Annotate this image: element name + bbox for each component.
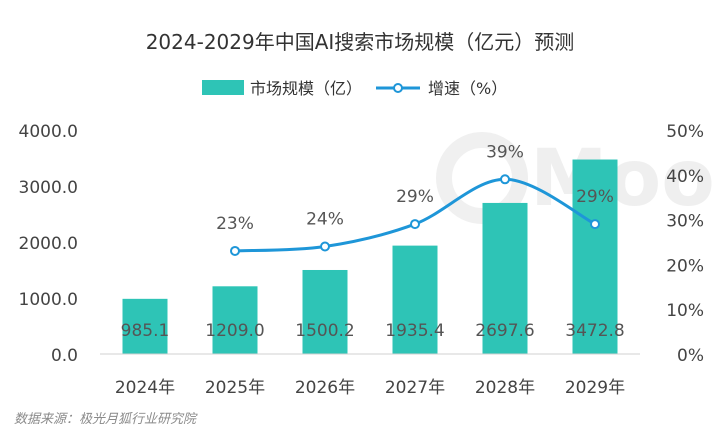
bar xyxy=(302,269,348,354)
growth-point xyxy=(230,245,240,256)
legend-marker-line xyxy=(393,83,403,93)
bar xyxy=(122,298,168,354)
bar-value-label: 1935.4 xyxy=(385,321,444,341)
bar xyxy=(482,202,528,354)
y-tick-label: 4000.0 xyxy=(19,122,78,142)
y-tick-label: 3000.0 xyxy=(19,178,78,198)
legend-label-bar: 市场规模（亿） xyxy=(250,79,362,98)
chart-title: 2024-2029年中国AI搜索市场规模（亿元）预测 xyxy=(146,30,575,54)
y2-tick-label: 20% xyxy=(666,256,704,276)
growth-label: 24% xyxy=(306,209,344,229)
x-tick-label: 2028年 xyxy=(475,378,535,398)
growth-label: 39% xyxy=(486,142,524,162)
watermark-text: Moo xyxy=(530,134,715,224)
bar xyxy=(572,159,618,354)
y-tick-label: 1000.0 xyxy=(19,290,78,310)
x-tick-label: 2029年 xyxy=(565,378,625,398)
bar xyxy=(212,286,258,354)
bar-value-label: 2697.6 xyxy=(475,321,534,341)
x-tick-label: 2027年 xyxy=(385,378,445,398)
y2-tick-label: 30% xyxy=(666,212,704,232)
y2-tick-label: 50% xyxy=(666,122,704,142)
growth-point xyxy=(320,241,330,252)
y2-tick-label: 40% xyxy=(666,167,704,187)
growth-label: 29% xyxy=(396,187,434,207)
bar-value-label: 3472.8 xyxy=(565,321,624,341)
y-tick-label: 0.0 xyxy=(51,346,78,366)
watermark-ring xyxy=(436,132,528,224)
growth-label: 23% xyxy=(216,214,254,234)
growth-label: 29% xyxy=(576,187,614,207)
source-note: 数据来源：极光月狐行业研究院 xyxy=(14,412,197,427)
growth-point xyxy=(500,174,510,185)
x-tick-label: 2026年 xyxy=(295,378,355,398)
growth-point xyxy=(410,219,420,230)
watermark-logo: Moo xyxy=(436,132,715,224)
bar-value-label: 1209.0 xyxy=(205,321,264,341)
growth-point xyxy=(590,219,600,230)
legend-swatch-bar xyxy=(202,80,244,95)
y-tick-label: 2000.0 xyxy=(19,234,78,254)
legend-label-line: 增速（%） xyxy=(428,79,507,98)
bar xyxy=(392,245,438,354)
x-tick-label: 2024年 xyxy=(115,378,175,398)
y2-tick-label: 10% xyxy=(666,301,704,321)
x-tick-label: 2025年 xyxy=(205,378,265,398)
bar-value-label: 985.1 xyxy=(121,321,170,341)
bar-value-label: 1500.2 xyxy=(295,321,354,341)
y2-tick-label: 0% xyxy=(677,346,704,366)
